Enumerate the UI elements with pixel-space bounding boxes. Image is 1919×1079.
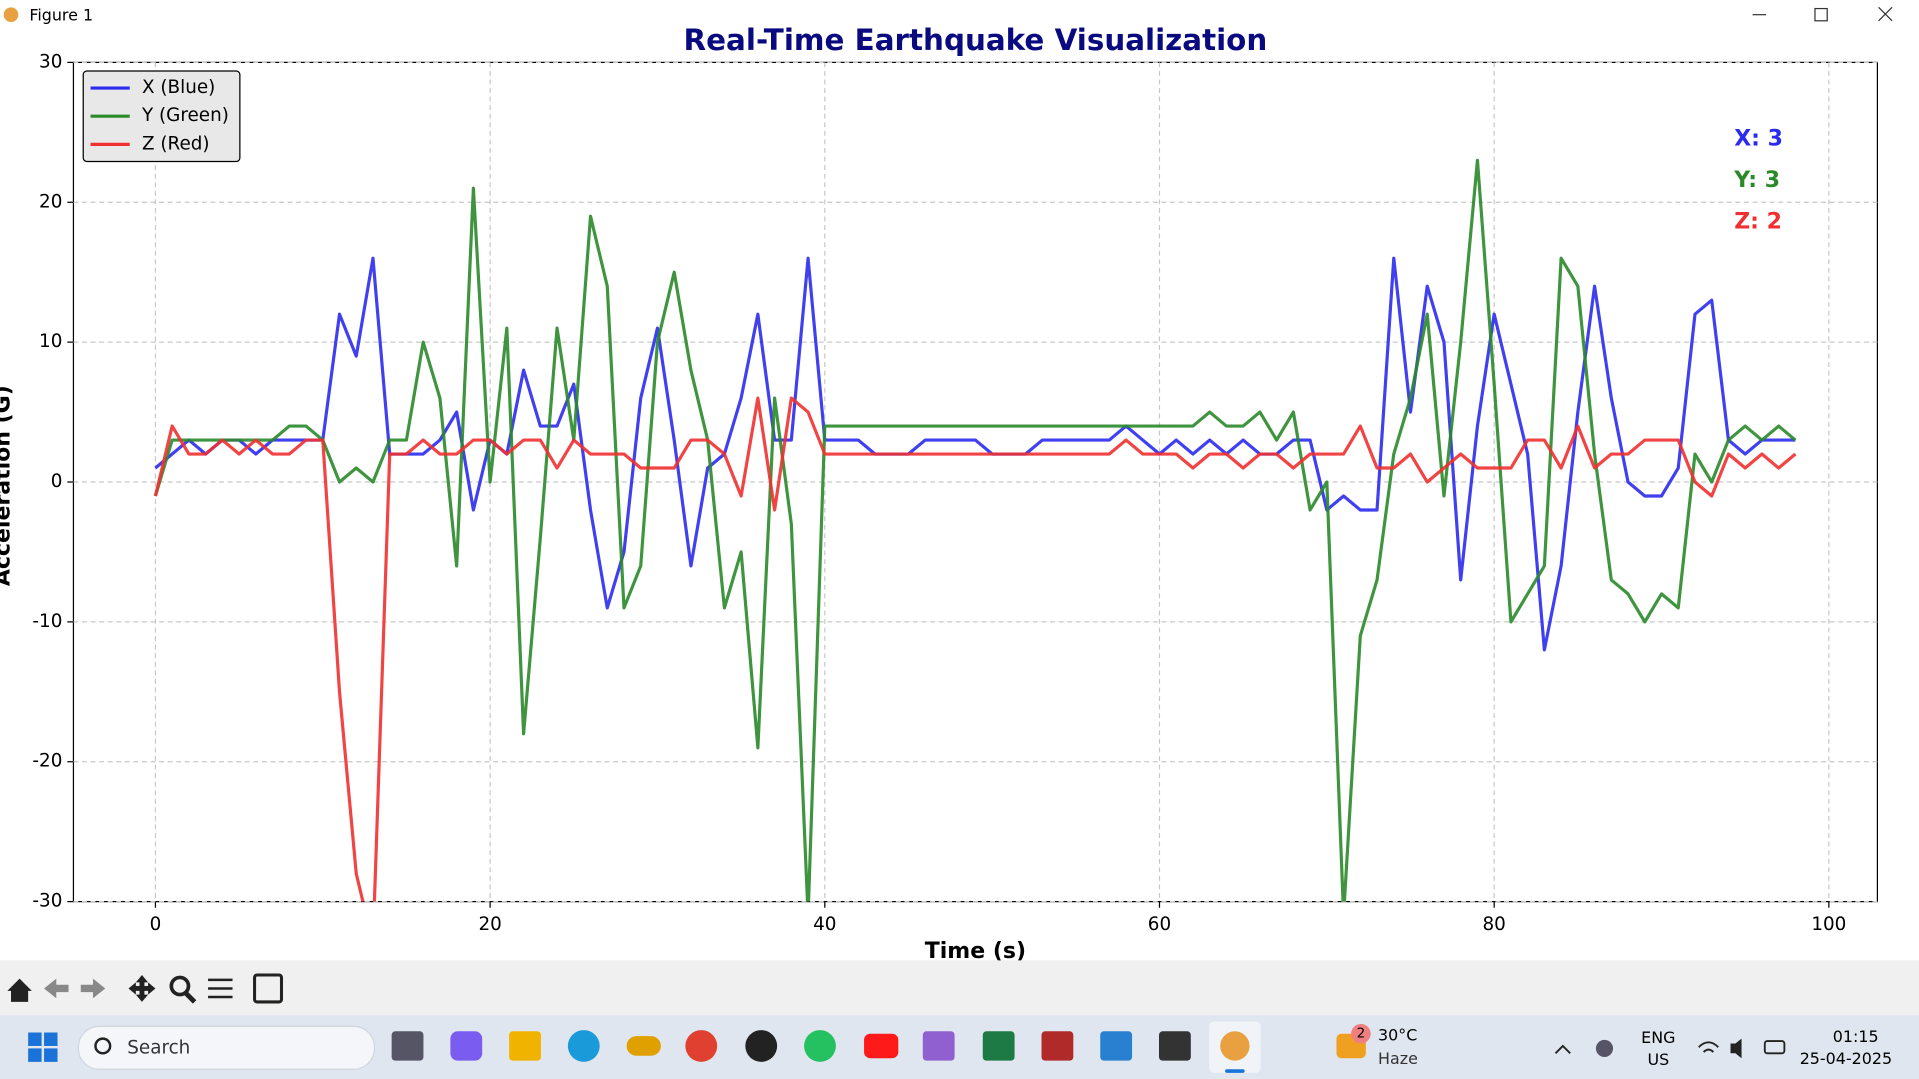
home-button[interactable] [7, 978, 32, 1002]
title-bar [0, 0, 1919, 31]
app[interactable] [1100, 1031, 1133, 1061]
y-tick-label: 10 [39, 331, 62, 352]
app[interactable] [864, 1033, 899, 1059]
y-axis-label: Acceleration (G) [0, 385, 16, 586]
battery-icon[interactable] [1763, 1040, 1786, 1055]
x-tick-label: 0 [150, 914, 162, 935]
weather-condition: Haze [1378, 1049, 1418, 1068]
chart-title: Real-Time Earthquake Visualization [684, 23, 1268, 57]
save-button[interactable] [253, 973, 284, 1004]
app[interactable] [1041, 1031, 1074, 1061]
annotation: Z: 2 [1734, 210, 1782, 235]
app[interactable] [1158, 1031, 1191, 1061]
app[interactable] [922, 1031, 955, 1061]
search-box[interactable] [77, 1025, 376, 1070]
toolbar-icons [7, 973, 284, 1004]
window-title: Figure 1 [29, 5, 93, 24]
legend-label: Z (Red) [142, 133, 210, 154]
lines [153, 158, 1797, 902]
forward-button[interactable] [80, 978, 106, 999]
region: US [1647, 1050, 1669, 1069]
toolbar [0, 960, 1919, 1016]
back-button[interactable] [44, 978, 69, 999]
app[interactable] [745, 1030, 778, 1062]
taskbar-apps [391, 1021, 1261, 1073]
app[interactable] [685, 1030, 718, 1062]
weather-badge-text: 2 [1357, 1027, 1366, 1042]
clock-date: 25-04-2025 [1800, 1049, 1892, 1068]
x-tick-label: 20 [478, 914, 501, 935]
x-tick-label: 60 [1148, 914, 1171, 935]
legend: X (Blue) Y (Green) Z (Red) [82, 70, 241, 163]
search-icon [94, 1037, 112, 1055]
legend-label: Y (Green) [141, 105, 229, 126]
temperature: 30°C [1378, 1026, 1417, 1045]
volume-icon[interactable] [1730, 1038, 1742, 1059]
clock-time: 01:15 [1833, 1027, 1879, 1046]
start-button[interactable] [28, 1032, 58, 1062]
search-text: Search [127, 1037, 190, 1058]
x-tick-label: 80 [1482, 914, 1505, 935]
app[interactable] [982, 1031, 1015, 1061]
configure-button[interactable] [208, 978, 233, 999]
zoom-button[interactable] [169, 975, 191, 997]
y-tick-label: -20 [32, 751, 62, 772]
annotation: X: 3 [1734, 126, 1783, 151]
annotation: Y: 3 [1733, 168, 1780, 193]
app[interactable] [626, 1036, 661, 1056]
wifi-icon[interactable] [1698, 1041, 1719, 1053]
weather-badge [1351, 1023, 1371, 1044]
y-tick-label: -30 [32, 891, 62, 912]
y-tick-label: 30 [39, 51, 62, 72]
y-tick-label: 0 [51, 471, 63, 492]
series-line [153, 396, 1797, 902]
close[interactable] [1878, 6, 1893, 22]
x-tick-label: 40 [813, 914, 836, 935]
tray-expand[interactable] [1554, 1044, 1571, 1054]
app[interactable] [804, 1030, 836, 1062]
series-line [153, 158, 1797, 902]
pan-button[interactable] [128, 975, 156, 1002]
legend-label: X (Blue) [142, 77, 215, 98]
maximize[interactable] [1814, 7, 1828, 22]
x-tick-label: 100 [1811, 914, 1846, 935]
y-tick-label: 20 [39, 191, 62, 212]
app[interactable] [567, 1030, 600, 1062]
app[interactable] [450, 1031, 483, 1061]
app-icon [3, 7, 19, 23]
x-axis-label: Time (s) [925, 939, 1026, 964]
onedrive-icon[interactable] [1595, 1039, 1614, 1057]
language: ENG [1641, 1028, 1675, 1047]
legend-box [82, 70, 241, 163]
series-line [154, 256, 1796, 652]
annotations: X: 3 Y: 3 Z: 2 [1733, 126, 1783, 234]
app[interactable] [391, 1031, 424, 1061]
app[interactable] [509, 1031, 541, 1061]
y-tick-label: -10 [32, 611, 62, 632]
